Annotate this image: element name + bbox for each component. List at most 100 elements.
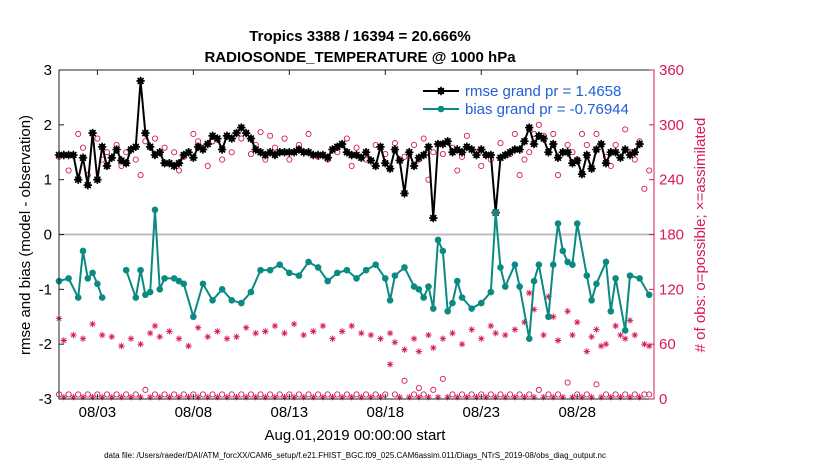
obs-assimilated-point (588, 393, 595, 401)
obs-assimilated-point (458, 340, 466, 348)
obs-possible-point (612, 391, 619, 398)
rmse-point-star (328, 145, 337, 154)
obs-assimilated-point (137, 340, 144, 348)
rmse-point-star (333, 142, 342, 151)
rmse-point-star (150, 150, 160, 160)
obs-possible-point (468, 391, 475, 398)
obs-assimilated-point (127, 393, 135, 401)
rmse-point-star (294, 145, 304, 154)
obs-assimilated-point (194, 324, 202, 331)
obs-possible-point (228, 391, 235, 398)
obs-possible-point (65, 391, 72, 398)
obs-assimilated-point (310, 393, 317, 401)
obs-possible-point (401, 377, 408, 384)
rmse-point-star (544, 148, 553, 157)
obs-assimilated-point (612, 322, 619, 330)
rmse-point-star (433, 139, 443, 149)
obs-possible-point (94, 135, 101, 142)
obs-assimilated-point (358, 330, 365, 337)
rmse-point-star (424, 142, 433, 151)
obs-possible-point (334, 391, 341, 398)
bias-point (122, 266, 130, 274)
obs-possible-point (478, 162, 485, 170)
obs-assimilated-point (636, 393, 643, 401)
obs-assimilated-point (569, 393, 576, 401)
obs-assimilated-point (617, 393, 624, 401)
obs-possible-point (161, 144, 168, 151)
obs-assimilated-point (194, 393, 202, 401)
bias-point (238, 299, 245, 307)
obs-assimilated-point (449, 330, 456, 337)
rmse-point-star (381, 159, 390, 168)
obs-possible-point (622, 126, 629, 133)
obs-assimilated-point (367, 331, 375, 339)
obs-assimilated-point (492, 330, 499, 337)
obs-assimilated-point (146, 330, 154, 337)
obs-possible-point (199, 391, 207, 398)
obs-assimilated-point (290, 393, 298, 401)
obs-possible-point (487, 391, 494, 398)
obs-possible-point (511, 130, 518, 138)
obs-assimilated-point (540, 331, 547, 339)
obs-assimilated-point (550, 313, 557, 320)
rmse-point-star (83, 180, 92, 190)
y-tick-label: -3 (39, 391, 52, 408)
obs-possible-point (415, 384, 422, 392)
y-tick-label: 2 (44, 117, 52, 134)
x-tick-label: 08/23 (462, 404, 500, 421)
legend-label: bias grand pr = -0.76944 (465, 101, 629, 118)
y-right-axis-label: # of obs: o=possible; ×=assimilated (692, 118, 709, 353)
bias-point (511, 261, 519, 268)
obs-possible-point (420, 391, 427, 398)
obs-assimilated-point (526, 289, 533, 297)
bias-point (286, 269, 293, 277)
obs-possible-point (411, 391, 418, 398)
rmse-point-star (601, 159, 611, 168)
bias-point (477, 299, 485, 307)
obs-assimilated-point (310, 328, 317, 335)
bias-point (386, 297, 394, 304)
obs-possible-point (631, 391, 638, 398)
bias-point (449, 299, 456, 307)
obs-assimilated-point (262, 328, 269, 335)
rmse-point-star (611, 148, 620, 157)
rmse-point-star (606, 148, 616, 157)
obs-assimilated-point (70, 331, 77, 339)
obs-assimilated-point (262, 393, 269, 401)
rmse-point-star (270, 150, 280, 160)
obs-assimilated-point (271, 322, 279, 330)
rmse-point-star (347, 150, 356, 160)
obs-possible-point (449, 391, 456, 398)
bias-point (645, 291, 653, 299)
rmse-point-star (69, 150, 78, 160)
obs-assimilated-point (559, 393, 567, 401)
obs-possible-point (506, 391, 514, 398)
obs-possible-point (238, 391, 245, 398)
obs-possible-point (295, 391, 302, 398)
bias-point (569, 261, 576, 268)
bias-point (146, 288, 154, 296)
rmse-point-star (237, 123, 246, 132)
obs-assimilated-point (175, 393, 183, 401)
obs-possible-point (593, 381, 600, 388)
y-right-tick-label: 300 (659, 117, 684, 134)
obs-assimilated-point (377, 393, 384, 401)
bias-point (353, 275, 360, 282)
obs-possible-point (641, 185, 648, 192)
obs-possible-point (113, 391, 120, 398)
obs-possible-point (276, 391, 283, 398)
obs-possible-point (79, 144, 87, 151)
obs-possible-point (439, 151, 446, 158)
bias-point (516, 283, 523, 290)
obs-assimilated-point (574, 319, 581, 326)
bias-point (94, 280, 101, 288)
obs-possible-point (267, 132, 274, 139)
obs-possible-point (209, 391, 216, 398)
rmse-point-star (299, 148, 308, 157)
rmse-point-star (169, 161, 179, 171)
obs-possible-point (550, 130, 557, 138)
bias-point (89, 269, 96, 277)
obs-assimilated-point (300, 393, 307, 401)
bias-point (161, 275, 168, 282)
obs-assimilated-point (338, 328, 346, 335)
